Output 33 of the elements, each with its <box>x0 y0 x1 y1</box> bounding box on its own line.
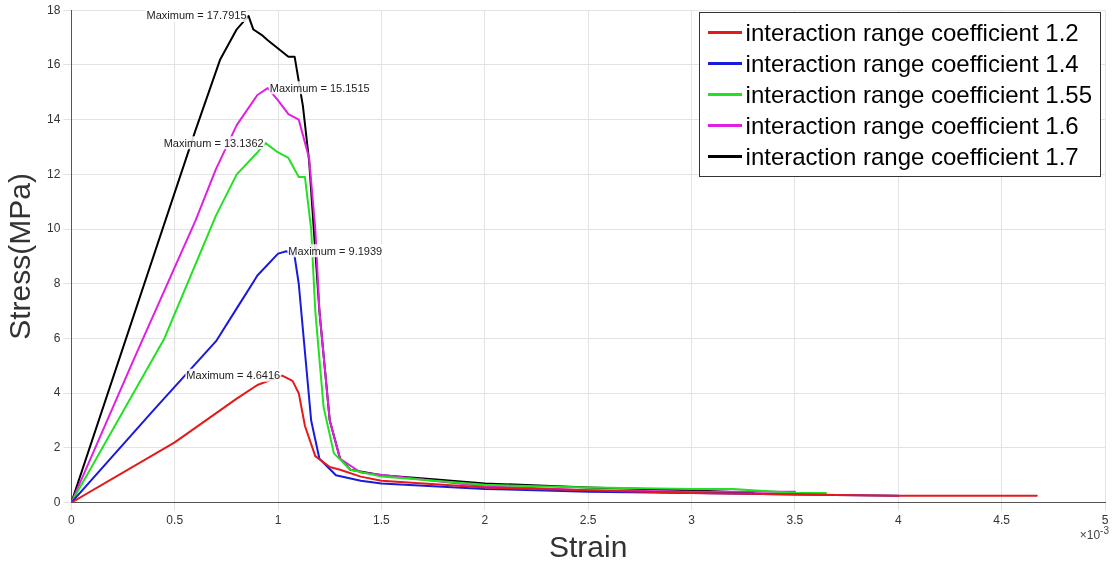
legend-label: interaction range coefficient 1.6 <box>745 111 1079 142</box>
x-tick-label: 3.5 <box>786 513 804 528</box>
annotation: Maximum = 13.1362 <box>163 136 264 149</box>
y-tick-label: 0 <box>53 494 61 509</box>
y-tick-label: 6 <box>53 330 61 345</box>
legend-label: interaction range coefficient 1.7 <box>745 142 1079 173</box>
text: ×10$^{-3}$ <box>1079 524 1109 542</box>
x-tick-label: 0 <box>68 513 75 528</box>
legend-label: interaction range coefficient 1.4 <box>745 49 1079 80</box>
annotation: Maximum = 4.6416 <box>186 369 281 382</box>
x-tick-label: 0.5 <box>166 513 184 528</box>
x-tick-label: 2 <box>481 513 489 528</box>
x-tick-label: 4.5 <box>993 513 1011 528</box>
annotation: Maximum = 15.1515 <box>269 81 370 94</box>
legend-label: interaction range coefficient 1.2 <box>745 18 1079 49</box>
y-tick-label: 12 <box>46 166 61 181</box>
x-tick-label: 1.5 <box>373 513 391 528</box>
y-tick-label: 16 <box>46 57 61 72</box>
y-tick-label: 14 <box>46 111 61 126</box>
y-tick-label: 2 <box>53 440 61 455</box>
x-tick-label: 1 <box>274 513 282 528</box>
x-axis-title: Strain <box>548 530 628 564</box>
x-tick-label: 2.5 <box>579 513 597 528</box>
y-tick-label: 18 <box>46 2 61 17</box>
annotation: Maximum = 9.1939 <box>288 244 383 257</box>
y-tick-label: 4 <box>53 385 61 400</box>
annotation: Maximum = 17.7915 <box>146 9 247 22</box>
x-tick-label: 3 <box>688 513 696 528</box>
y-tick-label: 10 <box>46 221 61 236</box>
y-tick-label: 8 <box>53 276 61 291</box>
y-axis-title: Stress(MPa) <box>3 173 37 340</box>
x-tick-label: 4 <box>894 513 902 528</box>
legend-label: interaction range coefficient 1.55 <box>745 80 1092 111</box>
